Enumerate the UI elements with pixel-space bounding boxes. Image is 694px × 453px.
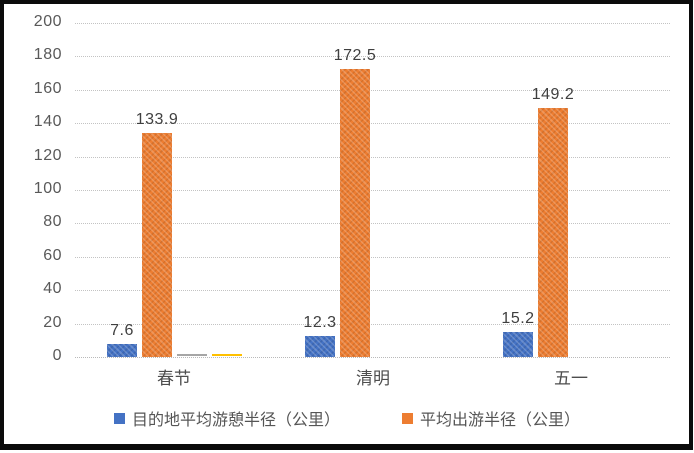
x-category-label-3: 五一 [554,369,588,388]
y-tick-label-140: 140 [33,113,62,131]
gridline-120 [75,156,670,158]
bar-series2-cat2 [340,69,370,357]
y-tick-label-60: 60 [43,246,62,264]
gridline-20 [75,323,670,325]
bar-series2-cat1 [142,133,172,357]
gridline-80 [75,223,670,225]
gridline-160 [75,89,670,91]
bar-value-label: 133.9 [135,111,179,128]
y-tick-label-20: 20 [43,313,62,331]
bar-series1-cat2 [305,336,335,357]
legend-item-2: 平均出游半径（公里） [402,406,580,430]
minor-bar-mark-1 [177,354,207,356]
gridline-100 [75,190,670,191]
gridline-180 [75,56,670,58]
bar-value-label: 15.2 [501,310,535,327]
y-tick-label-120: 120 [33,146,62,164]
x-category-label-1: 春节 [157,369,191,388]
bar-value-label: 12.3 [303,314,337,331]
legend: 目的地平均游憩半径（公里） 平均出游半径（公里） [0,406,694,430]
legend-label: 平均出游半径（公里） [420,412,581,429]
y-tick-label-160: 160 [33,79,62,97]
minor-bar-mark-2 [212,354,242,356]
y-tick-label-80: 80 [43,213,62,231]
y-tick-label-40: 40 [43,280,62,298]
legend-swatch-icon [113,412,125,424]
gridline-140 [75,123,670,125]
bar-series1-cat3 [503,332,533,357]
legend-label: 目的地平均游憩半径（公里） [131,412,340,429]
bar-series1-cat1 [107,344,137,357]
gridline-0 [75,357,670,358]
gridline-200 [75,23,670,24]
bar-value-label: 172.5 [333,47,377,64]
y-tick-label-0: 0 [52,347,62,364]
gridline-40 [75,290,670,292]
x-category-label-2: 清明 [356,369,390,388]
bar-value-label: 7.6 [110,322,134,339]
bar-value-label: 149.2 [531,86,575,103]
y-tick-label-200: 200 [33,13,62,30]
gridline-60 [75,256,670,258]
bar-series2-cat3 [538,108,568,357]
y-tick-label-100: 100 [33,180,62,197]
legend-swatch-icon [402,412,413,424]
y-tick-label-180: 180 [33,46,62,64]
legend-item-1: 目的地平均游憩半径（公里） [113,406,340,430]
